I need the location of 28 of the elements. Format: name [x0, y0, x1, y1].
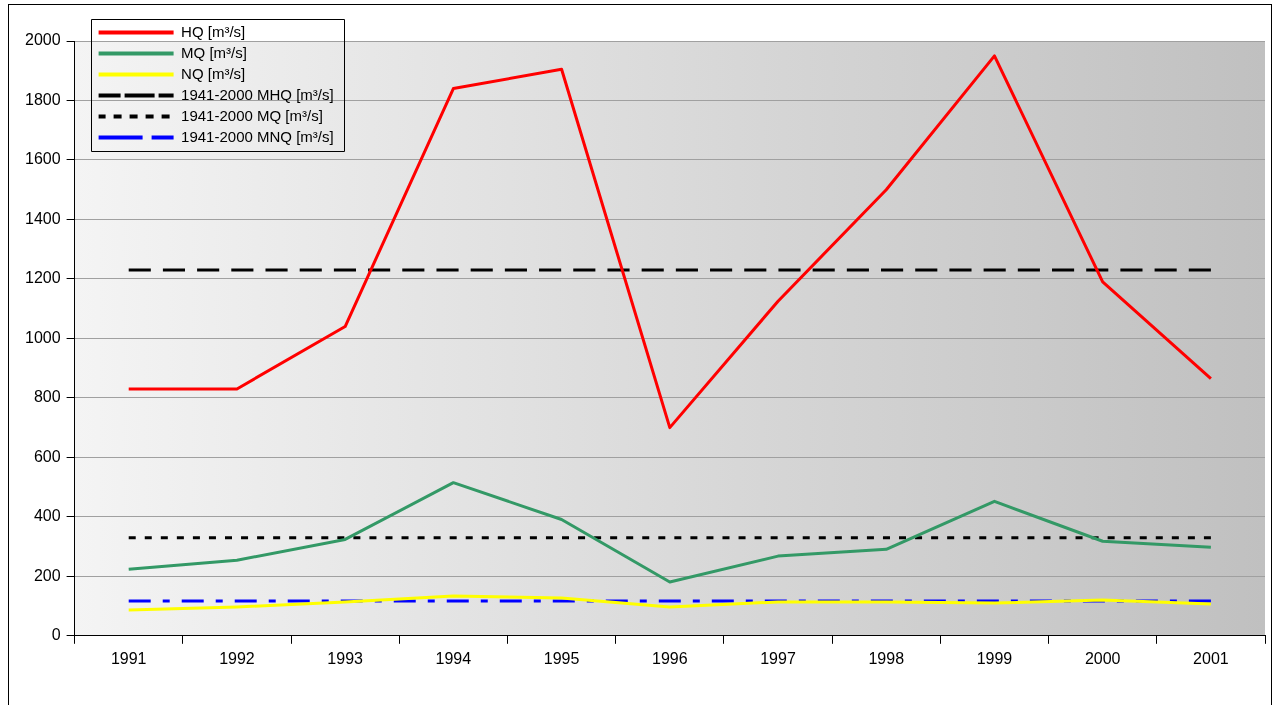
legend-label: 1941-2000 MNQ [m³/s] — [181, 127, 334, 145]
y-tick-label: 1200 — [25, 269, 61, 287]
y-tick-label: 1800 — [25, 90, 61, 108]
y-tick-label: 800 — [33, 388, 61, 406]
x-tick-label: 1994 — [435, 649, 472, 667]
y-tick-label: 0 — [51, 626, 61, 644]
legend-label: NQ [m³/s] — [181, 64, 246, 82]
y-tick-label: 2000 — [25, 31, 61, 49]
y-tick-label: 600 — [33, 447, 61, 465]
x-tick-label: 1998 — [868, 649, 905, 667]
x-tick-label: 1995 — [543, 649, 580, 667]
legend-label: 1941-2000 MHQ [m³/s] — [181, 85, 334, 103]
x-tick-label: 1996 — [652, 649, 688, 667]
legend-label: 1941-2000 MQ [m³/s] — [181, 106, 323, 124]
x-tick-label: 1997 — [760, 649, 796, 667]
y-tick-label: 1000 — [25, 328, 61, 346]
x-tick-label: 1991 — [110, 649, 147, 667]
x-tick-label: 1999 — [976, 649, 1013, 667]
legend-label: HQ [m³/s] — [181, 22, 246, 40]
x-tick-label: 1993 — [327, 649, 364, 667]
y-tick-label: 200 — [33, 566, 61, 584]
x-tick-label: 2001 — [1193, 649, 1229, 667]
legend-label: MQ [m³/s] — [181, 43, 247, 61]
x-tick-label: 1992 — [219, 649, 255, 667]
y-tick-label: 400 — [33, 507, 61, 525]
y-tick-label: 1600 — [25, 150, 61, 168]
y-tick-label: 1400 — [25, 209, 61, 227]
x-tick-label: 2000 — [1084, 649, 1121, 667]
